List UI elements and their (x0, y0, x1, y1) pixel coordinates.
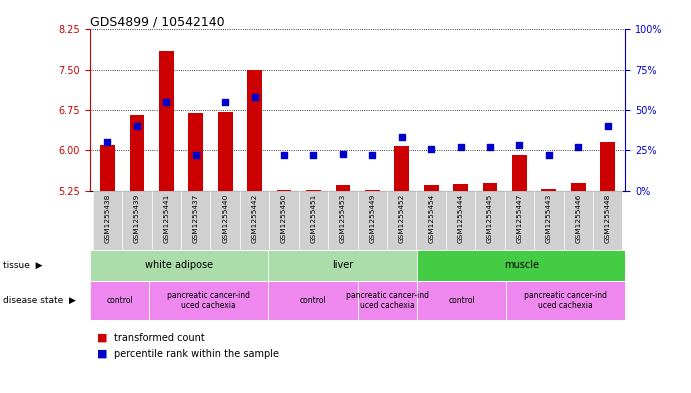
Bar (181, 191, 211, 250)
Point (396, 134, 407, 141)
Text: GSM1255441: GSM1255441 (163, 193, 169, 243)
Bar (446, 191, 475, 250)
Bar (482, 182, 498, 191)
Bar (358, 281, 417, 320)
Text: GSM1255446: GSM1255446 (576, 193, 581, 243)
Bar (571, 182, 586, 191)
Text: white adipose: white adipose (145, 260, 213, 270)
Text: GSM1255445: GSM1255445 (487, 193, 493, 243)
Text: GSM1255448: GSM1255448 (605, 193, 611, 243)
Text: tissue  ▶: tissue ▶ (3, 261, 43, 270)
Text: GSM1255453: GSM1255453 (340, 193, 346, 243)
Point (573, 144, 584, 150)
Bar (417, 191, 446, 250)
Text: control: control (300, 296, 326, 305)
Bar (512, 154, 527, 191)
Point (278, 152, 290, 158)
Text: disease state  ▶: disease state ▶ (3, 296, 76, 305)
Text: control: control (106, 296, 133, 305)
Text: ■: ■ (97, 333, 107, 343)
Bar (299, 191, 328, 250)
Text: muscle: muscle (504, 260, 539, 270)
Bar (336, 185, 350, 191)
Bar (100, 145, 115, 191)
Text: transformed count: transformed count (114, 333, 205, 343)
Bar (358, 191, 387, 250)
Bar (504, 191, 534, 250)
Point (543, 152, 554, 158)
Bar (600, 142, 615, 191)
Point (337, 151, 348, 157)
Bar (534, 191, 564, 250)
Text: ■: ■ (97, 349, 107, 359)
Bar (211, 191, 240, 250)
Bar (269, 191, 299, 250)
Point (161, 99, 172, 105)
Text: pancreatic cancer-ind
uced cachexia: pancreatic cancer-ind uced cachexia (346, 291, 429, 310)
Bar (417, 281, 507, 320)
Point (131, 123, 142, 129)
Bar (149, 281, 268, 320)
Bar (507, 281, 625, 320)
Bar (424, 185, 439, 191)
Point (455, 144, 466, 150)
Bar (395, 146, 409, 191)
Bar (564, 191, 593, 250)
Text: control: control (448, 296, 475, 305)
Bar (365, 190, 379, 191)
Bar (387, 191, 417, 250)
Point (514, 142, 525, 149)
Bar (90, 281, 149, 320)
Bar (276, 190, 292, 191)
Text: percentile rank within the sample: percentile rank within the sample (114, 349, 279, 359)
Bar (306, 190, 321, 191)
Bar (328, 191, 358, 250)
Point (249, 94, 260, 100)
Bar (159, 51, 173, 191)
Point (220, 99, 231, 105)
Text: GSM1255444: GSM1255444 (457, 193, 464, 243)
Text: GSM1255452: GSM1255452 (399, 193, 405, 243)
Text: GSM1255439: GSM1255439 (134, 193, 140, 243)
Text: GSM1255450: GSM1255450 (281, 193, 287, 243)
Bar (240, 191, 269, 250)
Bar (93, 191, 122, 250)
Text: GSM1255438: GSM1255438 (104, 193, 111, 243)
Text: GSM1255449: GSM1255449 (369, 193, 375, 243)
Bar (268, 250, 417, 281)
Bar (475, 191, 504, 250)
Point (102, 139, 113, 145)
Point (426, 145, 437, 152)
Bar (247, 70, 262, 191)
Text: GSM1255442: GSM1255442 (252, 193, 258, 243)
Bar (268, 281, 358, 320)
Bar (90, 250, 268, 281)
Bar (453, 184, 468, 191)
Bar (593, 191, 623, 250)
Bar (218, 112, 233, 191)
Point (602, 123, 613, 129)
Text: GSM1255443: GSM1255443 (546, 193, 552, 243)
Text: GSM1255447: GSM1255447 (516, 193, 522, 243)
Point (484, 144, 495, 150)
Text: pancreatic cancer-ind
uced cachexia: pancreatic cancer-ind uced cachexia (167, 291, 250, 310)
Bar (151, 191, 181, 250)
Text: GSM1255454: GSM1255454 (428, 193, 434, 243)
Text: liver: liver (332, 260, 353, 270)
Bar (122, 191, 151, 250)
Text: GSM1255451: GSM1255451 (310, 193, 316, 243)
Text: GDS4899 / 10542140: GDS4899 / 10542140 (90, 15, 225, 28)
Text: GSM1255440: GSM1255440 (223, 193, 228, 243)
Point (190, 152, 201, 158)
Point (308, 152, 319, 158)
Bar (189, 113, 203, 191)
Bar (417, 250, 625, 281)
Text: GSM1255437: GSM1255437 (193, 193, 199, 243)
Bar (129, 116, 144, 191)
Bar (542, 189, 556, 191)
Text: pancreatic cancer-ind
uced cachexia: pancreatic cancer-ind uced cachexia (524, 291, 607, 310)
Point (367, 152, 378, 158)
